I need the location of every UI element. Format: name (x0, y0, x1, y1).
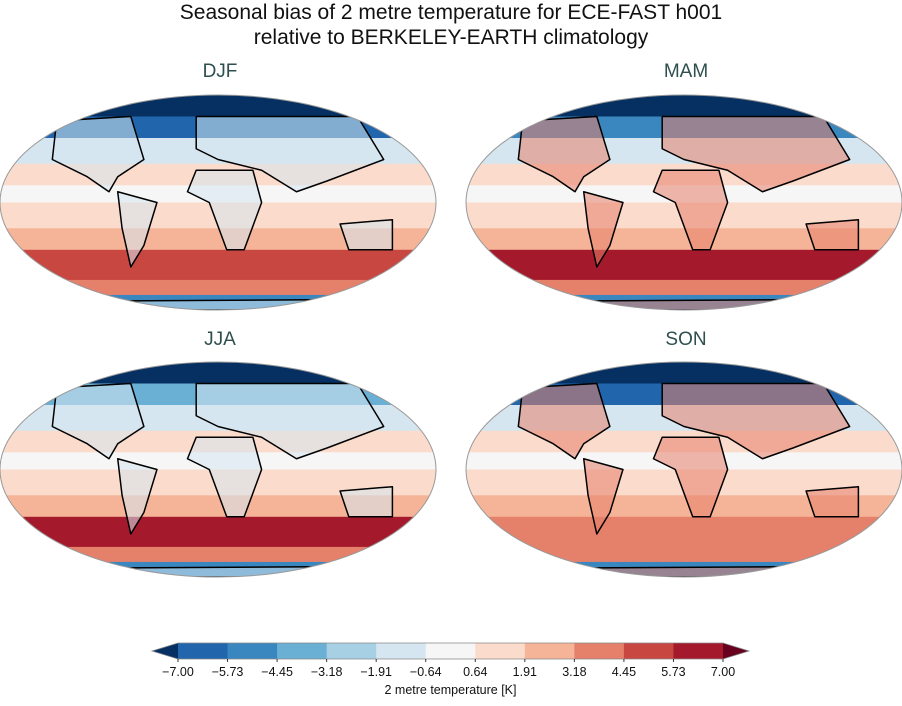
bias-band (0, 279, 436, 296)
map-panel-djf (0, 95, 436, 310)
panel-title-djf: DJF (202, 61, 238, 82)
coastline (339, 218, 394, 251)
map-boundary (0, 361, 437, 578)
colorbar-tick-label: −1.91 (360, 665, 392, 679)
colorbar-over-arrow (723, 643, 749, 659)
bias-band (0, 95, 436, 118)
colorbar-segment (326, 643, 377, 659)
colorbar-segment (673, 643, 724, 659)
coastline (508, 565, 860, 577)
coastline (517, 382, 611, 460)
bias-band (466, 95, 902, 118)
colorbar-tick-label: 1.91 (513, 665, 537, 679)
coastline (652, 436, 729, 518)
map-boundary (465, 94, 902, 311)
colorbar-tick-label: −3.18 (311, 665, 343, 679)
colorbar-tick-label: −0.64 (410, 665, 442, 679)
colorbar-tick-label: 3.18 (562, 665, 586, 679)
coastline (582, 191, 624, 268)
bias-band (0, 249, 436, 281)
bias-band (0, 516, 436, 548)
bias-band (466, 495, 902, 518)
colorbar-segment (277, 643, 328, 659)
panel-title-son: SON (665, 329, 707, 350)
coastline (339, 485, 394, 518)
coastline (652, 169, 729, 251)
coastline (661, 382, 851, 460)
map-boundary (0, 94, 437, 311)
coastline (51, 115, 145, 193)
colorbar-segment (227, 643, 278, 659)
colorbar-under-arrow (152, 643, 178, 659)
map-panel-jja (0, 362, 436, 577)
colorbar-segment (475, 643, 526, 659)
colorbar-tick-label: −7.00 (162, 665, 194, 679)
colorbar-tick-label: 7.00 (711, 665, 735, 679)
colorbar-label: 2 metre temperature [K] (384, 683, 516, 697)
colorbar-segment (178, 643, 229, 659)
colorbar-segment (623, 643, 674, 659)
map-panel-son (466, 362, 902, 577)
coastline (517, 115, 611, 193)
colorbar-tick-label: −4.45 (261, 665, 293, 679)
colorbar-tick-label: 5.73 (661, 665, 685, 679)
coastline (805, 485, 860, 518)
map-panel-mam (466, 95, 902, 310)
figure-title-line2: relative to BERKELEY-EARTH climatology (253, 26, 649, 49)
colorbar-tick-label: −5.73 (212, 665, 244, 679)
coastline (116, 458, 158, 535)
colorbar-tick-label: 0.64 (463, 665, 487, 679)
bias-band (466, 362, 902, 385)
coastline (195, 382, 385, 460)
colorbar-segment (376, 643, 427, 659)
bias-band (0, 362, 436, 385)
colorbar-segment (574, 643, 625, 659)
bias-band (0, 228, 436, 251)
colorbar-segment (524, 643, 575, 659)
coastline (661, 115, 851, 193)
coastline (805, 218, 860, 251)
coastline (186, 169, 263, 251)
bias-band (466, 249, 902, 281)
bias-band (466, 546, 902, 563)
coastline (42, 298, 394, 310)
colorbar-tick-label: 4.45 (612, 665, 636, 679)
coastline (582, 458, 624, 535)
figure-title-line1: Seasonal bias of 2 metre temperature for… (179, 1, 723, 24)
panel-title-mam: MAM (663, 61, 709, 82)
map-boundary (465, 361, 902, 578)
coastline (508, 298, 860, 310)
colorbar-segment (425, 643, 476, 659)
bias-band (466, 228, 902, 251)
coastline (42, 565, 394, 577)
coastline (186, 436, 263, 518)
panel-title-jja: JJA (204, 329, 236, 350)
bias-band (0, 495, 436, 518)
bias-band (466, 279, 902, 296)
bias-band (0, 546, 436, 563)
coastline (51, 382, 145, 460)
coastline (116, 191, 158, 268)
bias-band (466, 516, 902, 548)
coastline (195, 115, 385, 193)
